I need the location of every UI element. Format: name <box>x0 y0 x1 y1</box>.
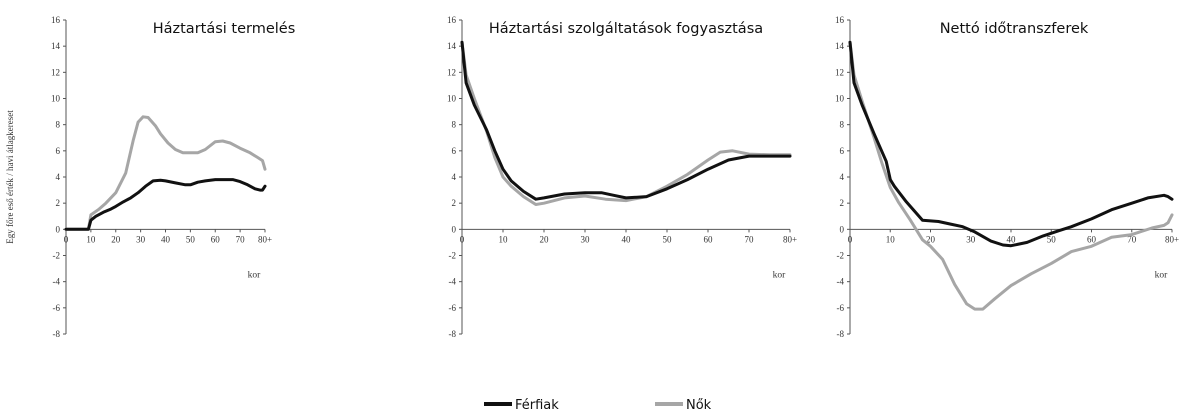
y-tick-label: 2 <box>56 198 61 208</box>
y-tick-label: -2 <box>53 251 61 261</box>
y-tick-label: -6 <box>837 303 845 313</box>
y-tick-label: 6 <box>452 146 457 156</box>
y-tick-label: 14 <box>51 41 61 51</box>
x-tick-label: 50 <box>663 234 673 244</box>
y-tick-label: 16 <box>447 15 457 25</box>
x-tick-label: 10 <box>886 234 896 244</box>
chart-title: Nettó időtranszferek <box>940 21 1089 37</box>
y-tick-label: 4 <box>840 172 845 182</box>
y-tick-label: -4 <box>53 277 61 287</box>
y-axis-label: Egy főre eső érték / havi átlagkereset <box>5 110 15 244</box>
legend: Férfiak Nők <box>484 398 712 413</box>
x-axis-label: kor <box>773 271 787 281</box>
y-tick-label: 14 <box>447 41 457 51</box>
y-tick-label: 8 <box>840 120 845 130</box>
x-tick-label: 60 <box>1087 234 1097 244</box>
y-tick-label: -4 <box>449 277 457 287</box>
x-tick-label: 50 <box>186 234 196 244</box>
y-tick-label: -2 <box>449 251 457 261</box>
y-tick-label: -6 <box>53 303 61 313</box>
series-line-ferfiak <box>848 40 1174 248</box>
chart-title: Háztartási szolgáltatások fogyasztása <box>489 21 763 37</box>
y-tick-label: -8 <box>53 329 61 339</box>
x-tick-label: 30 <box>966 234 976 244</box>
y-tick-label: 0 <box>452 224 457 234</box>
series-line-nok <box>848 40 1174 311</box>
x-axis-label: kor <box>1155 271 1169 281</box>
y-tick-label: -8 <box>449 329 457 339</box>
y-tick-label: 16 <box>835 15 845 25</box>
x-tick-label: 40 <box>622 234 632 244</box>
y-tick-label: 16 <box>51 15 61 25</box>
y-tick-label: -4 <box>837 277 845 287</box>
legend-label: Férfiak <box>515 398 559 410</box>
x-tick-label: 70 <box>1127 234 1137 244</box>
x-tick-label: 40 <box>161 234 171 244</box>
x-tick-label: 80+ <box>783 234 797 244</box>
x-tick-label: 80+ <box>1165 234 1179 244</box>
y-tick-label: 12 <box>51 67 60 77</box>
series-line-nok <box>64 115 267 231</box>
x-tick-label: 20 <box>926 234 936 244</box>
y-tick-label: 10 <box>835 94 845 104</box>
y-tick-label: 6 <box>56 146 61 156</box>
y-tick-label: 12 <box>835 67 844 77</box>
y-tick-label: 0 <box>840 224 845 234</box>
x-tick-label: 20 <box>111 234 121 244</box>
x-tick-label: 30 <box>136 234 146 244</box>
y-tick-label: 6 <box>840 146 845 156</box>
x-tick-label: 0 <box>460 234 465 244</box>
y-tick-label: 2 <box>840 198 845 208</box>
y-tick-label: -8 <box>837 329 845 339</box>
y-tick-label: -6 <box>449 303 457 313</box>
x-tick-label: 0 <box>64 234 69 244</box>
y-tick-label: 0 <box>56 224 61 234</box>
y-tick-label: 10 <box>447 94 457 104</box>
x-tick-label: 40 <box>1007 234 1017 244</box>
x-axis-label: kor <box>248 271 262 281</box>
x-tick-label: 80+ <box>258 234 272 244</box>
y-tick-label: -2 <box>837 251 845 261</box>
y-tick-label: 14 <box>835 41 845 51</box>
y-tick-label: 8 <box>452 120 457 130</box>
y-tick-label: 12 <box>447 67 456 77</box>
series-line-ferfiak <box>460 40 792 201</box>
y-tick-label: 2 <box>452 198 457 208</box>
chart-title: Háztartási termelés <box>153 21 296 37</box>
y-tick-label: 4 <box>452 172 457 182</box>
x-tick-label: 20 <box>540 234 550 244</box>
x-tick-label: 60 <box>211 234 221 244</box>
x-tick-label: 10 <box>499 234 509 244</box>
x-tick-label: 50 <box>1047 234 1057 244</box>
y-tick-label: 10 <box>51 94 61 104</box>
x-tick-label: 60 <box>704 234 714 244</box>
x-tick-label: 10 <box>86 234 96 244</box>
x-tick-label: 0 <box>848 234 853 244</box>
y-tick-label: 4 <box>56 172 61 182</box>
series-line-nok <box>460 40 792 206</box>
x-tick-label: 70 <box>745 234 755 244</box>
x-tick-label: 30 <box>581 234 591 244</box>
series-line-ferfiak <box>64 178 267 231</box>
x-tick-label: 70 <box>236 234 246 244</box>
legend-label: Nők <box>686 398 712 410</box>
y-tick-label: 8 <box>56 120 61 130</box>
